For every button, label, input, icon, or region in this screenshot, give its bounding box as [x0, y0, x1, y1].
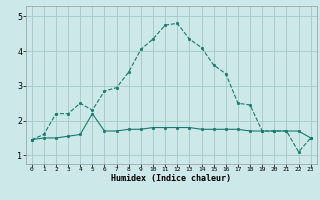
X-axis label: Humidex (Indice chaleur): Humidex (Indice chaleur)	[111, 174, 231, 183]
